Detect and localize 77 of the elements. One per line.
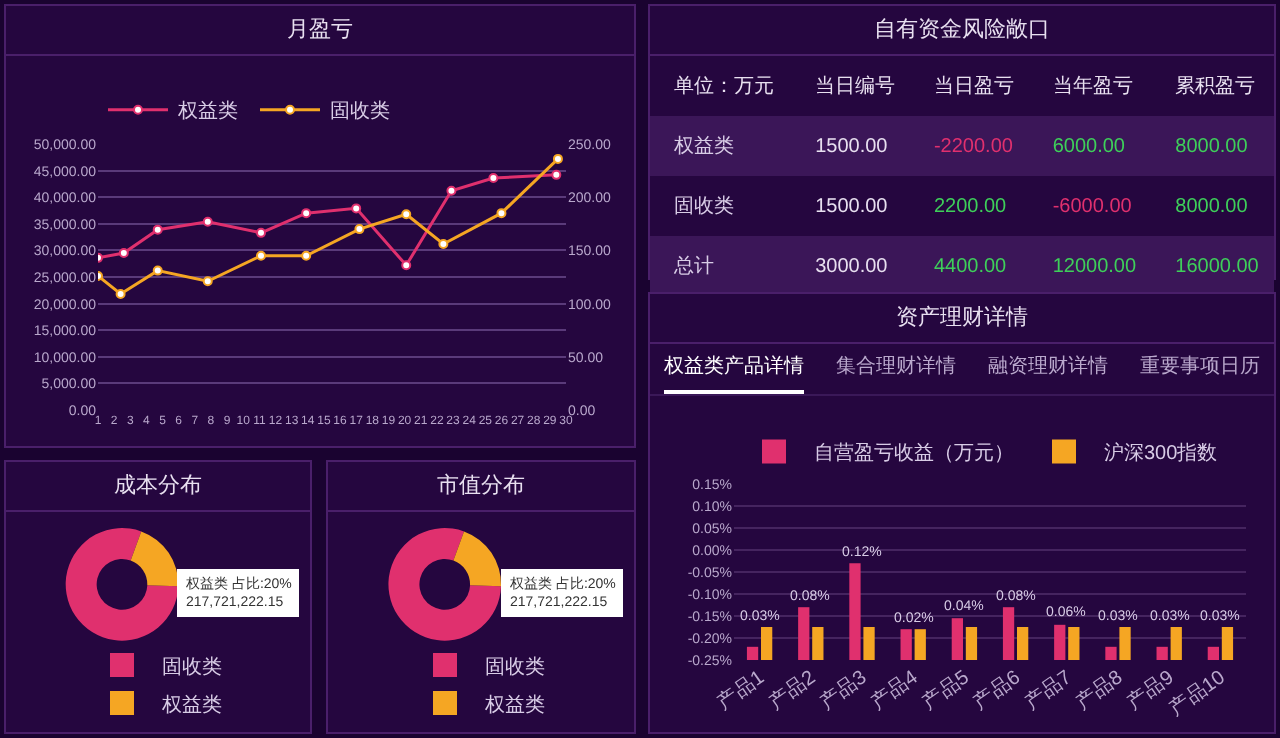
bar — [1221, 627, 1234, 660]
chart-title: 月盈亏 — [6, 6, 634, 56]
legend-label: 固收类 — [162, 654, 222, 679]
chart-title: 市值分布 — [328, 462, 634, 512]
x-tick-label: 产品2 — [764, 664, 821, 715]
bar — [761, 627, 773, 660]
text: 权益类产品详情 — [664, 353, 804, 382]
text: 融资理财详情 — [988, 353, 1108, 382]
x-tick-label: 产品7 — [1020, 664, 1077, 715]
x-tick-label: 产品3 — [815, 664, 872, 715]
bar — [1068, 627, 1080, 660]
category-label: 固收类 — [674, 196, 734, 218]
legend-label: 固收类 — [485, 654, 545, 679]
legend-label: 沪深300指数 — [1104, 441, 1218, 466]
point — [256, 227, 266, 238]
point — [354, 224, 365, 235]
chart-title: 成本分布 — [6, 462, 310, 512]
category-label: 当日盈亏 — [931, 73, 1016, 102]
donut-slice — [453, 531, 502, 587]
point — [118, 248, 129, 259]
donut-slice — [65, 528, 179, 641]
text: 重要事项日历 — [1140, 353, 1260, 382]
point — [401, 209, 412, 220]
donut-slice — [130, 531, 179, 587]
point — [152, 265, 163, 276]
bar — [812, 627, 824, 660]
legend-label: 权益类 — [160, 692, 222, 717]
bar — [900, 629, 912, 660]
point — [202, 276, 213, 287]
bar — [1002, 607, 1015, 660]
point — [488, 173, 499, 184]
bar — [1170, 627, 1182, 660]
point — [446, 185, 457, 196]
text: 自有资金风险敞口 — [650, 6, 1274, 56]
text: 1500.00 — [815, 195, 888, 217]
point — [301, 250, 312, 261]
bar — [914, 629, 926, 660]
x-tick-label: 产品1 — [713, 664, 770, 715]
point — [152, 224, 163, 235]
text: 集合理财详情 — [836, 353, 956, 382]
bar — [1054, 624, 1066, 660]
point — [115, 289, 126, 300]
legend-label: 权益类 — [483, 692, 545, 717]
point — [301, 208, 312, 219]
bar — [863, 627, 875, 660]
legend-label: 权益类 — [176, 99, 238, 124]
bar — [1017, 627, 1029, 660]
bar — [965, 627, 978, 660]
text: 2200.00 — [933, 195, 1007, 217]
bar — [1207, 646, 1219, 660]
text: 8000.00 — [1175, 195, 1248, 217]
category-label: 当年盈亏 — [1050, 73, 1135, 102]
bar — [1119, 627, 1131, 660]
donut-slice — [388, 528, 502, 641]
bar — [849, 563, 861, 660]
category-label: 当日编号 — [813, 73, 898, 102]
point — [401, 260, 412, 271]
point — [552, 153, 563, 164]
text: -6000.00 — [1052, 195, 1132, 217]
bar — [746, 646, 759, 660]
bar — [1105, 646, 1117, 660]
point — [496, 208, 507, 219]
point — [438, 239, 449, 250]
point — [256, 250, 266, 261]
x-tick-label: 产品6 — [969, 664, 1026, 715]
bar — [951, 618, 963, 660]
point — [551, 169, 562, 180]
category-label: 单位：万元 — [672, 73, 776, 102]
legend-label: 固收类 — [330, 99, 390, 124]
point — [351, 203, 362, 214]
legend-label: 自营盈亏收益（万元） — [814, 441, 1014, 466]
bar — [1156, 646, 1168, 660]
point — [202, 216, 213, 227]
x-tick-label: 产品8 — [1071, 664, 1128, 715]
chart-title: 资产理财详情 — [650, 294, 1274, 344]
category-label: 累积盈亏 — [1173, 74, 1258, 102]
bar — [798, 607, 810, 660]
